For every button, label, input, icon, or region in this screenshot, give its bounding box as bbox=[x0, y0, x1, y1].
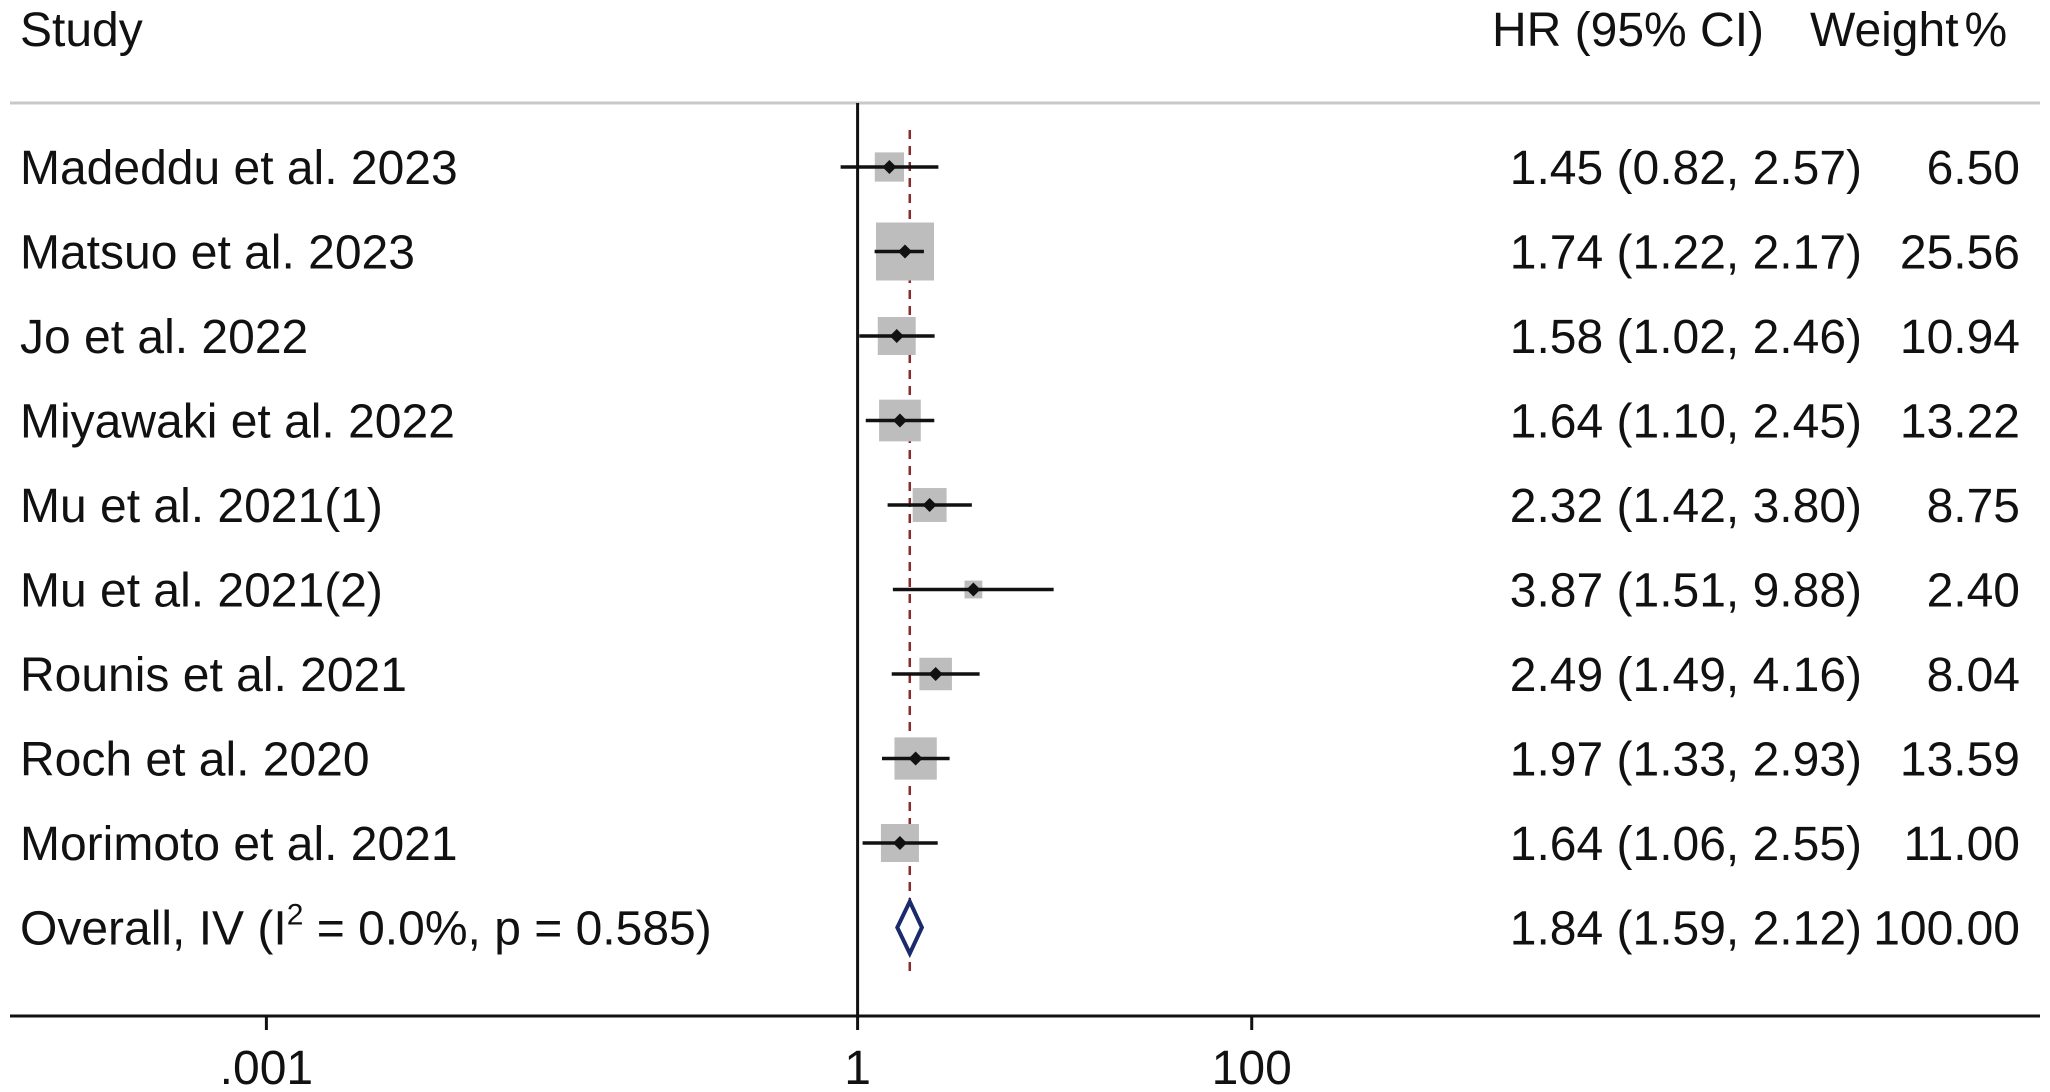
overall-label-superscript: 2 bbox=[287, 899, 304, 932]
study-rows: Madeddu et al. 2023 1.45 (0.82, 2.57) 6.50… bbox=[20, 142, 2020, 959]
study-row: Rounis et al. 2021 2.49 (1.49, 4.16) 8.04 bbox=[20, 649, 2020, 702]
effect-text: 1.64 (1.10, 2.45) bbox=[1510, 396, 1862, 449]
point-estimate bbox=[897, 244, 912, 259]
study-row: Miyawaki et al. 2022 1.64 (1.10, 2.45) 13.… bbox=[20, 396, 2020, 449]
x-tick-label: 1 bbox=[844, 1042, 871, 1092]
study-label: Matsuo et al. 2023 bbox=[20, 227, 415, 280]
weight-text: 13.22 bbox=[1900, 396, 2020, 449]
point-estimate bbox=[922, 498, 937, 512]
study-label: Miyawaki et al. 2022 bbox=[20, 396, 455, 449]
effect-text: 1.64 (1.06, 2.55) bbox=[1510, 818, 1862, 871]
weight-text: 11.00 bbox=[1903, 818, 2020, 871]
point-estimate bbox=[928, 667, 943, 681]
overall-label: Overall, IV (I2 = 0.0%, p = 0.585) bbox=[20, 899, 712, 956]
plot-area bbox=[856, 103, 912, 1016]
point-estimate bbox=[892, 836, 907, 850]
effect-text: 1.58 (1.02, 2.46) bbox=[1510, 311, 1862, 364]
overall-label-suffix: = 0.0%, p = 0.585) bbox=[303, 903, 711, 956]
study-label: Mu et al. 2021(2) bbox=[20, 565, 383, 618]
header-weight: Weight% bbox=[1810, 4, 2007, 57]
study-label: Morimoto et al. 2021 bbox=[20, 818, 458, 871]
weight-text: 6.50 bbox=[1927, 142, 2020, 195]
overall-effect-text: 1.84 (1.59, 2.12) bbox=[1510, 903, 1862, 956]
weight-text: 8.75 bbox=[1927, 480, 2020, 533]
effect-text: 3.87 (1.51, 9.88) bbox=[1510, 565, 1862, 618]
study-label: Rounis et al. 2021 bbox=[20, 649, 407, 702]
study-label: Madeddu et al. 2023 bbox=[20, 142, 458, 195]
point-estimate bbox=[882, 160, 897, 174]
header-weight-percent: % bbox=[1965, 4, 2008, 57]
effect-text: 1.97 (1.33, 2.93) bbox=[1510, 734, 1862, 787]
study-label: Mu et al. 2021(1) bbox=[20, 480, 383, 533]
study-row: Mu et al. 2021(2) 3.87 (1.51, 9.88) 2.40 bbox=[20, 565, 2020, 618]
header-weight-label: Weight bbox=[1810, 4, 1959, 57]
weight-text: 2.40 bbox=[1927, 565, 2020, 618]
effect-text: 2.32 (1.42, 3.80) bbox=[1510, 480, 1862, 533]
overall-label-prefix: Overall, IV (I bbox=[20, 903, 287, 956]
study-row: Roch et al. 2020 1.97 (1.33, 2.93) 13.59 bbox=[20, 734, 2020, 787]
point-estimate bbox=[908, 751, 923, 766]
study-row: Mu et al. 2021(1) 2.32 (1.42, 3.80) 8.75 bbox=[20, 480, 2020, 533]
point-estimate bbox=[966, 582, 981, 597]
weight-text: 13.59 bbox=[1900, 734, 2020, 787]
effect-text: 1.74 (1.22, 2.17) bbox=[1510, 227, 1862, 280]
effect-text: 2.49 (1.49, 4.16) bbox=[1510, 649, 1862, 702]
x-axis-ticks: .001 1 100 bbox=[220, 1016, 1292, 1092]
study-row: Madeddu et al. 2023 1.45 (0.82, 2.57) 6.50 bbox=[20, 142, 2020, 195]
study-row: Morimoto et al. 2021 1.64 (1.06, 2.55) 11.… bbox=[20, 818, 2020, 871]
point-estimate bbox=[892, 413, 907, 428]
header-effect: HR (95% CI) bbox=[1492, 4, 1764, 57]
weight-text: 25.56 bbox=[1900, 227, 2020, 280]
weight-text: 10.94 bbox=[1900, 311, 2020, 364]
overall-row: Overall, IV (I2 = 0.0%, p = 0.585) 1.84 (… bbox=[20, 896, 2020, 959]
study-row: Matsuo et al. 2023 1.74 (1.22, 2.17) 25.56 bbox=[20, 222, 2020, 281]
overall-diamond bbox=[895, 896, 925, 959]
x-tick-label: .001 bbox=[220, 1042, 313, 1092]
study-label: Jo et al. 2022 bbox=[20, 311, 308, 364]
study-row: Jo et al. 2022 1.58 (1.02, 2.46) 10.94 bbox=[20, 311, 2020, 364]
x-tick-label: 100 bbox=[1212, 1042, 1292, 1092]
point-estimate bbox=[889, 329, 904, 343]
effect-text: 1.45 (0.82, 2.57) bbox=[1510, 142, 1862, 195]
weight-text: 8.04 bbox=[1927, 649, 2020, 702]
overall-weight-text: 100.00 bbox=[1873, 903, 2020, 956]
header-study: Study bbox=[20, 4, 143, 57]
study-label: Roch et al. 2020 bbox=[20, 734, 370, 787]
